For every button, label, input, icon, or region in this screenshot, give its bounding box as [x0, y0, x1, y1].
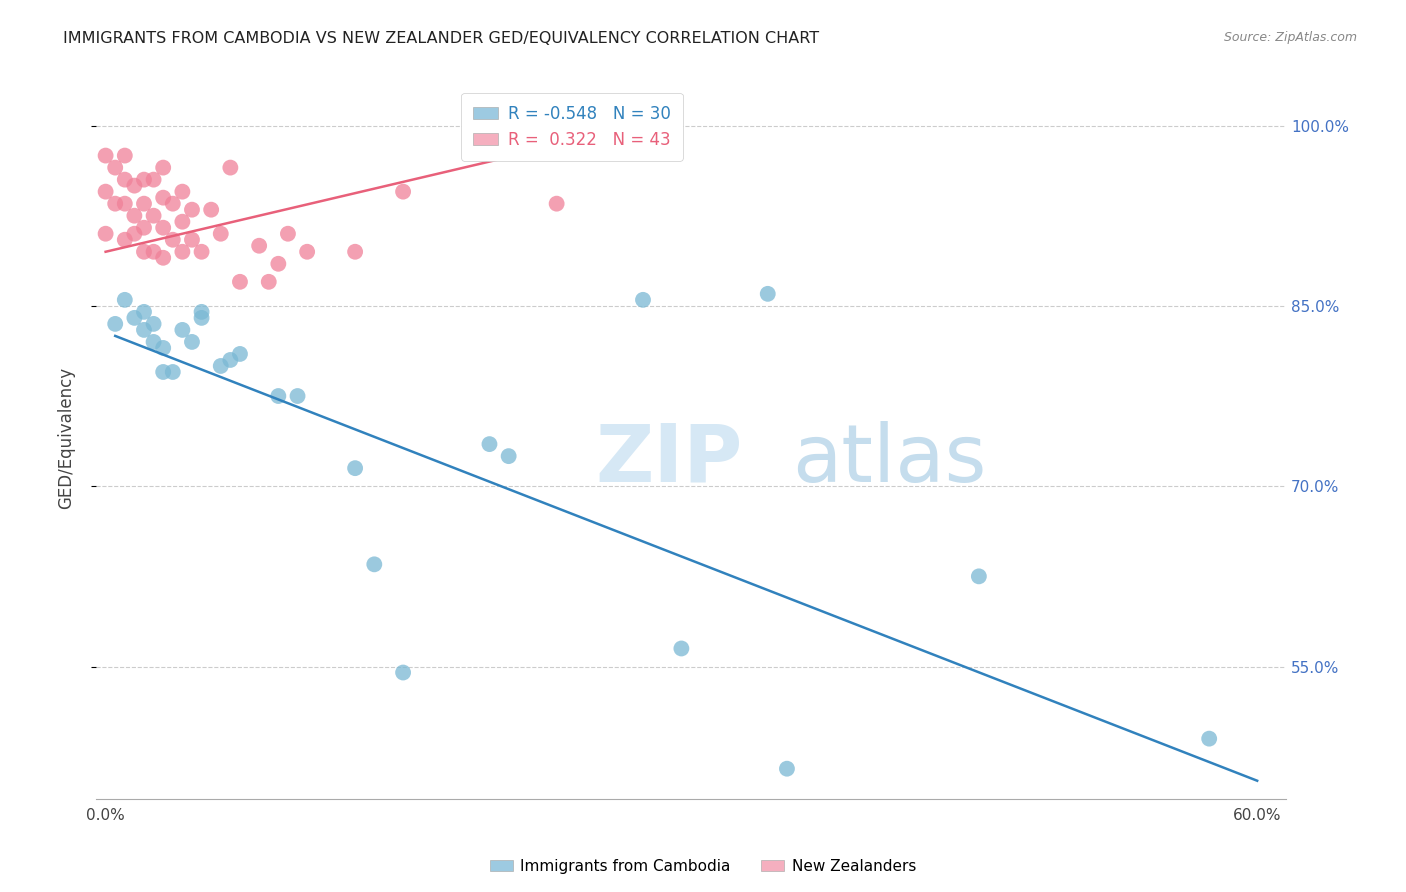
- Point: [142, 209, 165, 223]
- Point: [132, 172, 155, 186]
- Point: [124, 209, 146, 223]
- Point: [190, 305, 212, 319]
- Point: [152, 365, 174, 379]
- Point: [142, 244, 165, 259]
- Point: [498, 449, 520, 463]
- Point: [152, 161, 174, 175]
- Point: [756, 286, 779, 301]
- Point: [172, 185, 194, 199]
- Point: [94, 185, 117, 199]
- Point: [162, 233, 184, 247]
- Point: [219, 161, 242, 175]
- Point: [162, 365, 184, 379]
- Point: [257, 275, 280, 289]
- Text: Source: ZipAtlas.com: Source: ZipAtlas.com: [1223, 31, 1357, 45]
- Point: [181, 334, 204, 349]
- Point: [967, 569, 990, 583]
- Point: [267, 389, 290, 403]
- Point: [478, 437, 501, 451]
- Point: [209, 227, 232, 241]
- Point: [124, 178, 146, 193]
- Point: [172, 215, 194, 229]
- Point: [114, 196, 136, 211]
- Point: [132, 220, 155, 235]
- Legend: Immigrants from Cambodia, New Zealanders: Immigrants from Cambodia, New Zealanders: [484, 853, 922, 880]
- Point: [104, 196, 127, 211]
- Point: [124, 227, 146, 241]
- Point: [142, 317, 165, 331]
- Point: [209, 359, 232, 373]
- Point: [277, 227, 299, 241]
- Text: IMMIGRANTS FROM CAMBODIA VS NEW ZEALANDER GED/EQUIVALENCY CORRELATION CHART: IMMIGRANTS FROM CAMBODIA VS NEW ZEALANDE…: [63, 31, 820, 46]
- Point: [267, 257, 290, 271]
- Point: [132, 244, 155, 259]
- Point: [247, 239, 270, 253]
- Point: [219, 353, 242, 368]
- Point: [344, 244, 367, 259]
- Point: [181, 202, 204, 217]
- Point: [172, 244, 194, 259]
- Point: [142, 172, 165, 186]
- Point: [671, 641, 693, 656]
- Point: [392, 665, 415, 680]
- Point: [132, 323, 155, 337]
- Point: [104, 161, 127, 175]
- Point: [392, 185, 415, 199]
- Point: [229, 275, 252, 289]
- Point: [172, 323, 194, 337]
- Point: [152, 251, 174, 265]
- Point: [152, 341, 174, 355]
- Point: [142, 334, 165, 349]
- Text: ZIP: ZIP: [596, 421, 742, 499]
- Point: [104, 317, 127, 331]
- Point: [114, 233, 136, 247]
- Point: [94, 227, 117, 241]
- Point: [287, 389, 309, 403]
- Point: [190, 310, 212, 325]
- Point: [1198, 731, 1220, 746]
- Point: [344, 461, 367, 475]
- Point: [94, 148, 117, 162]
- Point: [114, 172, 136, 186]
- Point: [132, 305, 155, 319]
- Point: [229, 347, 252, 361]
- Point: [152, 220, 174, 235]
- Point: [124, 310, 146, 325]
- Point: [190, 244, 212, 259]
- Point: [776, 762, 799, 776]
- Point: [114, 148, 136, 162]
- Point: [295, 244, 318, 259]
- Point: [152, 191, 174, 205]
- Point: [132, 196, 155, 211]
- Point: [181, 233, 204, 247]
- Point: [631, 293, 654, 307]
- Point: [162, 196, 184, 211]
- Point: [200, 202, 222, 217]
- Y-axis label: GED/Equivalency: GED/Equivalency: [58, 367, 75, 509]
- Text: atlas: atlas: [792, 421, 987, 499]
- Point: [546, 196, 568, 211]
- Legend: R = -0.548   N = 30, R =  0.322   N = 43: R = -0.548 N = 30, R = 0.322 N = 43: [461, 93, 682, 161]
- Point: [363, 558, 385, 572]
- Point: [114, 293, 136, 307]
